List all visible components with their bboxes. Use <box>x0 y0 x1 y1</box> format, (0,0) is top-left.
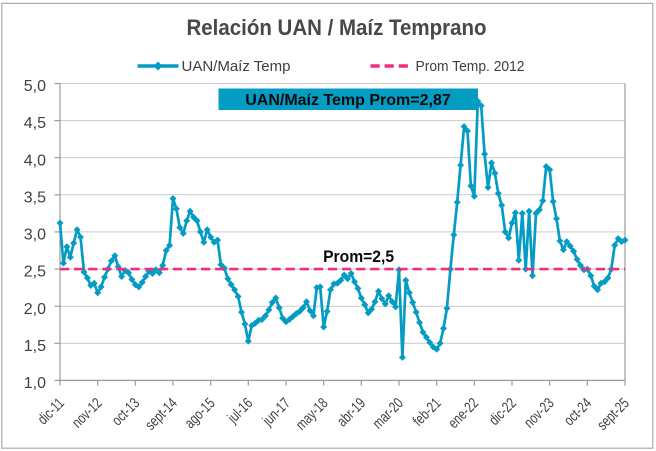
svg-text:1,0: 1,0 <box>24 375 46 392</box>
svg-text:4,5: 4,5 <box>24 115 46 132</box>
svg-text:2,0: 2,0 <box>24 301 46 318</box>
svg-text:1,5: 1,5 <box>24 338 46 355</box>
svg-text:Prom Temp. 2012: Prom Temp. 2012 <box>416 58 525 75</box>
svg-text:Relación UAN / Maíz Temprano: Relación UAN / Maíz Temprano <box>187 15 487 40</box>
svg-text:Prom=2,5: Prom=2,5 <box>323 247 394 266</box>
svg-text:UAN/Maíz Temp: UAN/Maíz Temp <box>182 58 291 75</box>
svg-text:3,5: 3,5 <box>24 189 46 206</box>
svg-text:3,0: 3,0 <box>24 227 46 244</box>
svg-text:2,5: 2,5 <box>24 264 46 281</box>
svg-text:5,0: 5,0 <box>24 78 46 95</box>
svg-text:UAN/Maíz Temp Prom=2,87: UAN/Maíz Temp Prom=2,87 <box>245 92 451 109</box>
svg-text:4,0: 4,0 <box>24 152 46 169</box>
